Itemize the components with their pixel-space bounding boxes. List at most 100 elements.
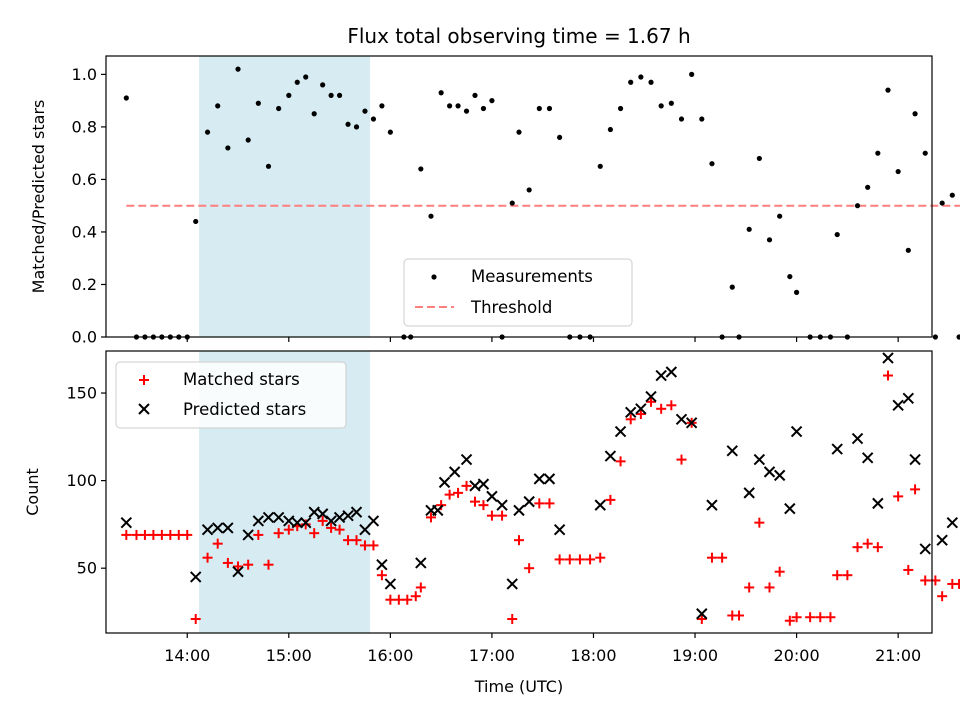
measurement-point	[447, 103, 453, 109]
predicted-x-b	[696, 608, 708, 620]
legend-measurements-label: Measurements	[471, 267, 593, 286]
top-y-tick-label: 0.6	[72, 170, 97, 189]
predicted-x-b	[469, 480, 481, 492]
predicted-star-point	[533, 473, 546, 485]
matched-star-point	[903, 564, 914, 575]
matched-star-point	[425, 512, 436, 523]
bottom-y-tick-label: 100	[66, 471, 97, 490]
predicted-star-point	[946, 516, 959, 529]
top-y-tick-label: 0.8	[72, 117, 97, 136]
measurement-point	[536, 105, 542, 112]
measurement-point	[286, 92, 292, 98]
predicted-star-point	[506, 578, 518, 590]
predicted-x-b	[604, 450, 617, 462]
measurement-point	[328, 92, 334, 98]
matched-star-point	[706, 552, 717, 563]
matched-star-point	[734, 610, 745, 621]
bottom-ticks: 50 100 150 14:00 15:00 16:00 17:00 18:00 19:00 20…	[66, 384, 921, 665]
measurement-point	[777, 213, 783, 219]
measurement-point	[489, 98, 495, 104]
matched-star-point	[910, 484, 921, 495]
predicted-x-b	[308, 506, 320, 518]
top-y-tick-label: 0.0	[72, 328, 97, 347]
measurement-point	[438, 90, 444, 96]
measurement-point	[123, 95, 129, 101]
predicted-star-point	[359, 523, 371, 536]
bottom-legend-box	[115, 361, 347, 429]
predicted-star-point	[262, 511, 275, 524]
predicted-x-b	[872, 497, 884, 510]
matched-star-point	[832, 570, 843, 581]
matched-star-point	[564, 554, 575, 565]
matched-star-point	[815, 612, 826, 623]
matched-star-point	[764, 582, 775, 593]
measurement-point	[658, 103, 664, 109]
measurement-point	[353, 124, 360, 130]
predicted-x-b	[212, 522, 224, 534]
predicted-x-b	[594, 499, 606, 511]
top-legend-box	[403, 258, 633, 327]
predicted-star-point	[543, 473, 556, 485]
chart-title: Flux total observing time = 1.67 h	[347, 24, 690, 48]
matched-star-point	[784, 615, 795, 626]
predicted-x-b	[743, 487, 755, 499]
measurement-point	[294, 79, 300, 85]
matched-star-point	[635, 409, 646, 420]
measurement-point	[463, 108, 470, 114]
predicted-star-point	[201, 523, 214, 536]
bottom-axes-frame	[105, 350, 933, 634]
predicted-x-b	[726, 445, 738, 457]
matched-star-point	[646, 396, 657, 407]
predicted-x-b	[232, 565, 244, 578]
matched-star-point	[534, 498, 545, 509]
predicted-star-point	[892, 399, 904, 412]
predicted-star-point	[325, 515, 337, 527]
matched-star-point	[554, 554, 565, 565]
x-tick-label: 17:00	[469, 646, 515, 665]
predicted-x-b	[882, 352, 894, 364]
matched-star-point	[263, 559, 274, 570]
measurement-point	[557, 134, 563, 141]
predicted-x-b	[460, 453, 473, 466]
predicted-star-point	[283, 515, 295, 527]
predicted-x-b	[448, 466, 461, 478]
matched-star-point	[202, 552, 213, 563]
measurement-point	[379, 103, 385, 109]
predicted-star-point	[635, 403, 647, 415]
measurement-point	[787, 273, 793, 280]
predicted-star-point	[726, 445, 738, 457]
matched-star-point	[805, 612, 816, 623]
measurement-point	[709, 161, 715, 167]
matched-star-point	[920, 575, 931, 586]
matched-star-point	[317, 515, 328, 526]
predicted-x-b	[533, 473, 546, 485]
matched-star-point	[469, 496, 480, 507]
predicted-x-b	[706, 499, 718, 511]
matched-star-point	[368, 540, 379, 551]
matched-star-point	[666, 400, 677, 411]
matched-star-point	[842, 570, 853, 581]
predicted-x-b	[614, 425, 627, 438]
predicted-x-b	[523, 495, 535, 508]
predicted-x-b	[300, 516, 312, 529]
matched-star-point	[273, 528, 284, 539]
matched-star-point	[300, 519, 311, 530]
predicted-star-point	[872, 497, 884, 510]
predicted-x-b	[333, 511, 346, 524]
measurement-point	[204, 129, 211, 135]
predicted-star-point	[665, 366, 678, 378]
predicted-x-b	[242, 529, 254, 541]
matched-star-point	[131, 529, 142, 540]
measurement-point	[455, 103, 461, 109]
predicted-star-point	[415, 557, 427, 569]
matched-star-point	[825, 612, 836, 623]
matched-star-point	[595, 552, 606, 563]
matched-star-point	[343, 535, 354, 546]
matched-star-point	[676, 454, 687, 465]
predicted-star-point	[252, 515, 265, 527]
predicted-x-b	[665, 366, 678, 378]
legend-threshold-label: Threshold	[470, 298, 552, 317]
predicted-star-point	[919, 543, 931, 555]
predicted-star-point	[316, 508, 329, 520]
measurement-point	[793, 289, 800, 295]
